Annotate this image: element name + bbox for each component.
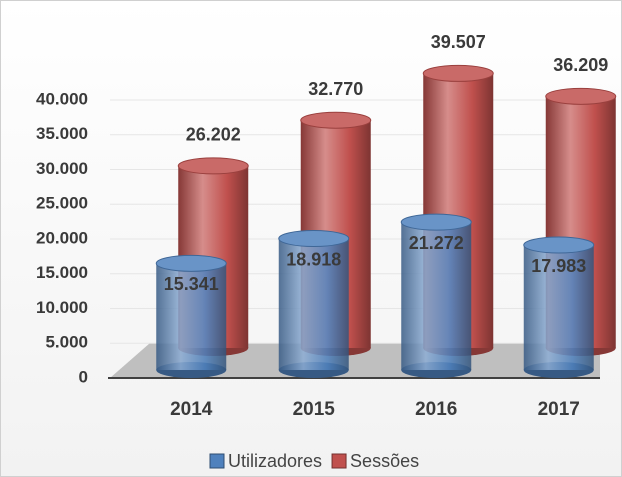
bar (156, 263, 227, 370)
y-tick-label: 5.000 (45, 333, 88, 352)
cylinder-top (177, 157, 249, 175)
value-label: 15.341 (164, 274, 219, 294)
x-tick-label: 2016 (415, 399, 457, 420)
value-label: 26.202 (186, 125, 241, 145)
value-label: 21.272 (409, 233, 464, 253)
value-label: 32.770 (308, 79, 363, 99)
cylinder-top (422, 64, 494, 82)
x-tick-label: 2015 (293, 399, 336, 420)
y-tick-label: 40.000 (36, 89, 88, 108)
bar (401, 222, 472, 370)
x-tick-label: 2017 (538, 399, 580, 420)
y-tick-label: 35.000 (36, 124, 88, 143)
value-label: 36.209 (553, 55, 608, 75)
y-tick-label: 25.000 (36, 194, 88, 213)
value-label: 39.507 (431, 32, 486, 52)
bar (278, 238, 349, 370)
cylinder-top (545, 87, 617, 105)
cylinder-top (523, 236, 595, 254)
legend-swatch (209, 453, 225, 469)
y-tick-label: 30.000 (36, 159, 88, 178)
y-tick-label: 15.000 (36, 263, 88, 282)
y-tick-label: 10.000 (36, 298, 88, 317)
value-label: 17.983 (531, 256, 586, 276)
x-tick-label: 2014 (170, 399, 213, 420)
legend-label: Utilizadores (228, 451, 322, 471)
bar (523, 245, 594, 370)
value-label: 18.918 (286, 249, 341, 269)
cylinder-top (278, 230, 350, 248)
cylinder-top (155, 254, 227, 272)
cylinder-top (400, 213, 472, 231)
y-tick-label: 20.000 (36, 228, 88, 247)
y-tick-label: 0 (79, 367, 88, 386)
legend-swatch (331, 453, 347, 469)
legend-label: Sessões (350, 451, 419, 471)
cylinder-top (300, 111, 372, 129)
